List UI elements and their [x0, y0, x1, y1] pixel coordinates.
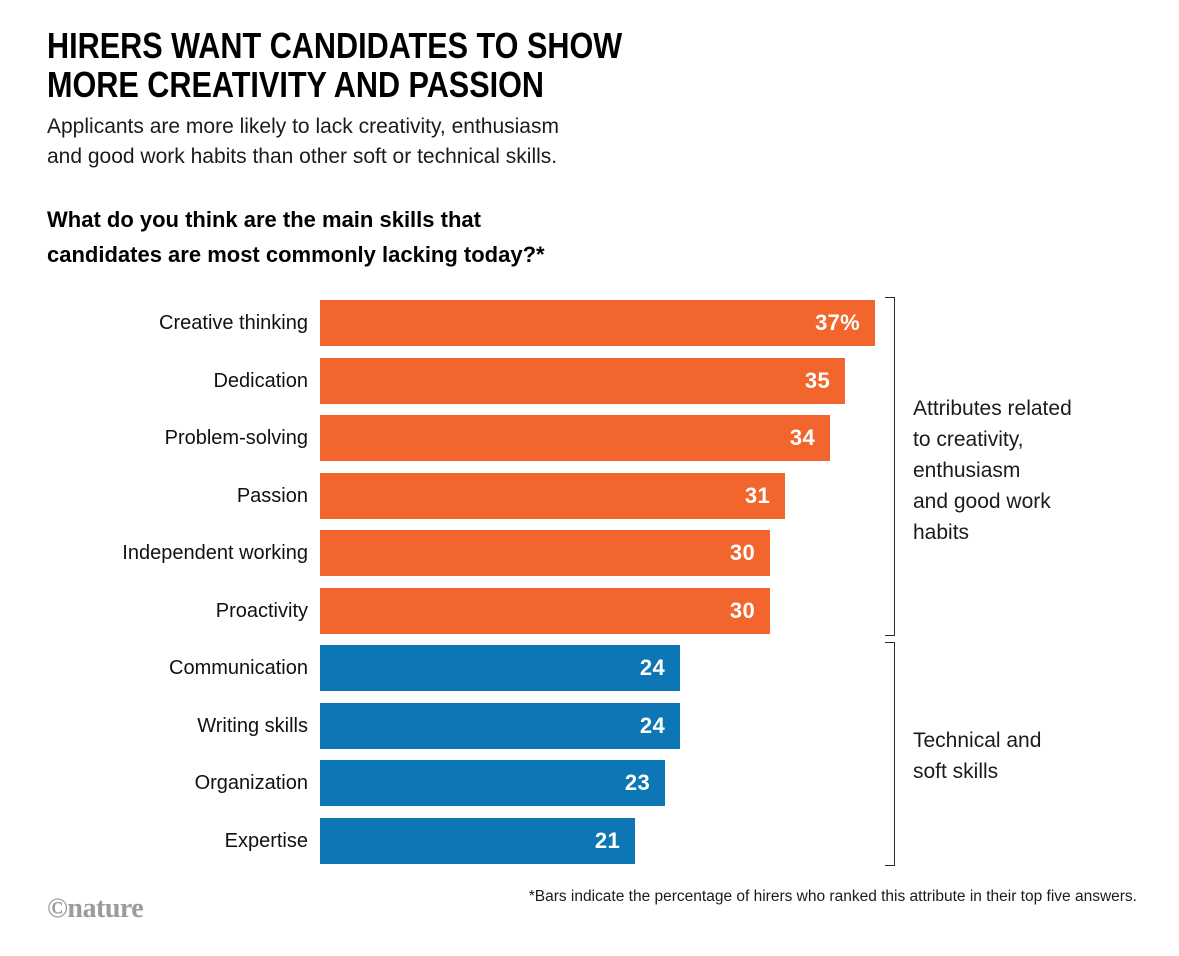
bar-row: Problem-solving 34: [47, 415, 875, 461]
bar-track: 21: [320, 817, 875, 864]
bar-row: Proactivity 30: [47, 587, 875, 634]
bar-value-label: 30: [729, 540, 755, 565]
chart-footnote: *Bars indicate the percentage of hirers …: [528, 888, 1137, 905]
bar-track: 37%: [320, 300, 875, 346]
bar: 30: [320, 587, 770, 634]
bar-row: Expertise 21: [47, 817, 875, 864]
bar-value-label: 37%: [815, 310, 860, 335]
bar: 37%: [320, 300, 875, 346]
bar-category-label: Organization: [194, 772, 308, 794]
bar-track: 24: [320, 702, 875, 749]
bar-row: Organization 23: [47, 760, 875, 806]
bar: 35: [320, 357, 845, 404]
bar-category-label: Expertise: [224, 829, 308, 852]
bar-track: 30: [320, 530, 875, 576]
bar: 34: [320, 415, 830, 461]
bar-row: Creative thinking 37%: [47, 300, 875, 346]
bar-row: Independent working 30: [47, 530, 875, 576]
bar-value-label: 24: [639, 712, 665, 738]
bar-value-label: 24: [639, 655, 665, 680]
bar: 31: [320, 472, 785, 519]
nature-logo: ©nature: [47, 893, 144, 924]
bar-row: Dedication 35: [47, 357, 875, 404]
bar-category-label: Problem-solving: [164, 427, 308, 449]
bar-track: 35: [320, 357, 875, 404]
bar: 23: [320, 760, 665, 806]
bar-chart: Creative thinking 37% Dedication 35 Problem-…: [47, 297, 1147, 875]
bar-row: Communication 24: [47, 645, 875, 691]
bar-rows: Creative thinking 37% Dedication 35 Problem-…: [47, 300, 1147, 864]
bar-category-label: Passion: [236, 484, 308, 507]
bar: 24: [320, 702, 680, 749]
bar-row: Writing skills 24: [47, 702, 875, 749]
bar-track: 24: [320, 645, 875, 691]
chart-question: What do you think are the main skills th…: [47, 207, 545, 267]
bar-value-label: 35: [804, 367, 830, 393]
bar-category-label: Communication: [169, 657, 308, 679]
bar-track: 31: [320, 472, 875, 519]
bar: 21: [320, 817, 635, 864]
bar-category-label: Proactivity: [215, 599, 308, 622]
bracket-technical-group: [885, 642, 895, 866]
bracket-creativity-group: [885, 297, 895, 636]
bar-track: 30: [320, 587, 875, 634]
bar-value-label: 21: [594, 827, 620, 853]
bar-category-label: Writing skills: [197, 714, 308, 737]
bar-value-label: 31: [744, 482, 770, 508]
bar-value-label: 30: [729, 597, 755, 623]
chart-subtitle: Applicants are more likely to lack creat…: [47, 115, 559, 168]
annotation-creativity-group: Attributes related to creativity, enthus…: [913, 397, 1072, 544]
bar-track: 34: [320, 415, 875, 461]
annotation-technical-group: Technical and soft skills: [913, 729, 1042, 783]
bar-value-label: 34: [789, 425, 815, 450]
bar: 30: [320, 530, 770, 576]
bar: 24: [320, 645, 680, 691]
chart-headline: HIRERS WANT CANDIDATES TO SHOW MORE CREA…: [47, 25, 623, 105]
bar-category-label: Independent working: [122, 542, 308, 564]
bar-value-label: 23: [624, 770, 650, 795]
bar-row: Passion 31: [47, 472, 875, 519]
bar-category-label: Creative thinking: [159, 312, 308, 334]
bar-category-label: Dedication: [213, 369, 308, 392]
bar-track: 23: [320, 760, 875, 806]
